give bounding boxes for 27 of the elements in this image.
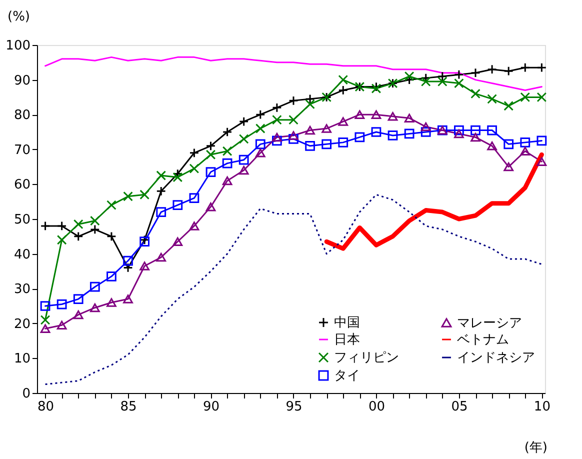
x-axis-title: (年) — [524, 440, 548, 456]
x-tick-label: 80 — [38, 400, 54, 414]
legend-label: フィリピン — [334, 350, 399, 366]
y-tick-label: 30 — [14, 282, 30, 298]
y-tick-label: 10 — [14, 352, 30, 367]
x-tick-label: 90 — [202, 400, 220, 414]
x-tick-label: 05 — [451, 400, 468, 414]
y-tick-label: 80 — [14, 108, 30, 124]
y-tick-label: 60 — [14, 178, 30, 193]
y-tick-label: 40 — [14, 247, 30, 262]
legend-label: 中国 — [334, 316, 360, 331]
y-tick-label: 100 — [6, 38, 30, 54]
legend-label: インドネシア — [457, 350, 535, 366]
legend-label: ベトナム — [457, 332, 509, 348]
y-tick-label: 70 — [14, 142, 30, 158]
x-tick-label: 00 — [368, 400, 385, 414]
y-tick-label: 90 — [14, 73, 30, 88]
y-axis-title: (%) — [8, 10, 30, 24]
y-tick-label: 0 — [22, 386, 30, 402]
legend-label: タイ — [334, 368, 360, 384]
x-tick-label: 10 — [534, 400, 550, 414]
legend-label: マレーシア — [457, 316, 522, 331]
x-tick-label: 85 — [120, 400, 137, 414]
legend-label: 日本 — [334, 332, 360, 348]
y-tick-label: 20 — [14, 316, 30, 332]
x-tick-label: 95 — [286, 400, 302, 414]
y-tick-label: 50 — [14, 212, 30, 228]
